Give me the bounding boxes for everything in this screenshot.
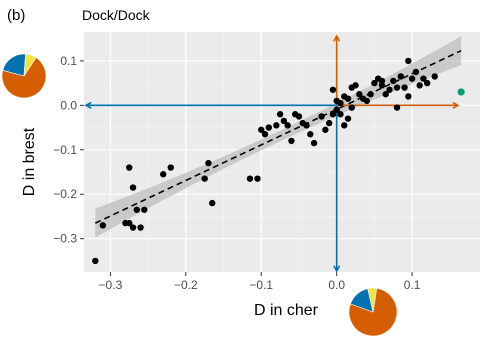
y-tick-label: 0.0 [60,98,77,112]
data-point [284,122,291,129]
data-point [405,93,412,100]
pie-slice-orange [1,57,47,99]
x-tick-label: −0.1 [249,278,273,292]
data-point [386,86,393,93]
data-point [325,119,333,127]
data-point [258,126,265,133]
data-point [344,115,352,122]
data-point [318,113,325,120]
data-point [261,131,269,138]
data-point [356,91,363,98]
data-point [337,99,344,107]
x-tick-label: 0.1 [404,278,421,292]
y-tick-label: 0.1 [60,54,77,68]
data-point [92,257,99,265]
data-point [129,224,137,231]
chart-title: Dock/Dock [82,7,151,23]
data-point [246,175,254,182]
data-point [367,91,374,98]
data-point [397,73,404,80]
data-point [431,73,438,80]
pie-slice-yellow [367,287,378,313]
data-point [378,82,386,89]
data-point [273,122,280,129]
crosshair-arrow-up-head [333,34,341,42]
grid-lines [84,32,480,272]
data-point [167,164,174,171]
data-point [265,124,272,131]
y-tick-label: −0.1 [53,143,77,157]
data-point [322,126,329,133]
data-point [390,77,397,85]
data-point [126,164,133,171]
data-point [371,79,378,87]
data-point [303,122,310,129]
data-point [348,104,355,111]
data-point [333,106,340,113]
x-axis-ticks: −0.3 −0.2 −0.1 0.0 0.1 [99,272,421,292]
regression-line [94,49,462,224]
data-point [337,111,344,118]
data-point [329,111,337,118]
data-point [280,117,288,125]
crosshair-arrow-down-head [333,265,341,273]
data-point [329,86,337,93]
y-axis-ticks: −0.3 −0.2 −0.1 0.0 0.1 [53,54,84,246]
data-point [133,206,140,213]
data-point [405,57,412,65]
data-point [310,139,318,147]
data-point [209,199,216,207]
data-point [412,68,420,76]
pie-chart-left [1,53,47,99]
data-point [382,91,389,98]
highlight-point [457,88,465,96]
y-tick-label: −0.3 [53,232,77,246]
data-point [401,84,408,91]
data-point [205,159,212,167]
data-point [141,206,148,213]
data-point [137,224,144,231]
data-point [288,137,295,145]
data-point [126,219,133,227]
data-point [416,82,423,89]
pie-chart-bottom [348,287,398,337]
data-point [424,79,431,87]
data-point [307,131,314,138]
data-point [420,75,427,82]
data-point [378,77,386,85]
data-point [129,184,137,191]
crosshair-arrow-left-head [84,101,92,109]
data-point [295,113,303,120]
data-point [160,171,167,178]
data-point [408,75,416,82]
x-tick-label: −0.2 [174,278,198,292]
y-axis-label: D in brest [21,127,38,196]
x-axis-label: D in cher [254,302,319,319]
y-tick-label: −0.2 [53,187,77,201]
data-point [341,122,348,129]
data-point [393,84,401,91]
crosshair-arrow-right-head [452,101,460,109]
pie-slice-yellow [23,53,37,77]
data-point [363,97,371,105]
data-point [254,175,261,182]
panel-label: (b) [7,7,25,24]
data-point [352,82,359,89]
data-point [393,104,401,111]
data-point [201,175,208,182]
data-point [276,111,284,118]
x-tick-label: 0.0 [328,278,345,292]
data-points [92,57,465,265]
data-point [344,95,352,102]
x-tick-label: −0.3 [99,278,123,292]
trend-line [94,49,462,224]
data-point [99,222,107,229]
